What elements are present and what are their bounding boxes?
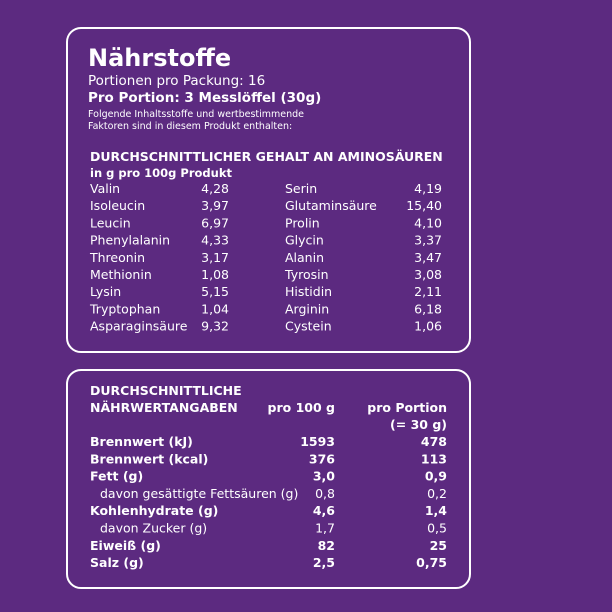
value-portion: 0,2: [427, 486, 447, 501]
title: Nährstoffe: [88, 44, 231, 72]
value-100g: 1593: [300, 434, 335, 449]
amino-value: 3,97: [201, 198, 229, 213]
section-title: NÄHRWERTANGABEN: [90, 400, 238, 415]
amino-value: 3,37: [414, 233, 442, 248]
value-100g: 3,0: [313, 469, 335, 484]
amino-value: 4,28: [201, 181, 229, 196]
amino-name: Alanin: [285, 250, 324, 265]
value-portion: 0,9: [425, 469, 447, 484]
note: Folgende Inhaltsstoffe und wertbestimmen…: [88, 109, 304, 120]
note: Faktoren sind in diesem Produkt enthalte…: [88, 121, 292, 132]
row-label: Brennwert (kcal): [90, 451, 208, 466]
section-subtitle: in g pro 100g Produkt: [90, 166, 232, 180]
amino-name: Histidin: [285, 284, 332, 299]
value-portion: 1,4: [425, 503, 447, 518]
amino-name: Cystein: [285, 319, 332, 334]
row-label: Kohlenhydrate (g): [90, 503, 218, 518]
amino-name: Leucin: [90, 215, 131, 230]
value-portion: 0,5: [427, 521, 447, 536]
amino-value: 3,17: [201, 250, 229, 265]
column-header: pro 100 g: [268, 400, 335, 415]
row-label: Fett (g): [90, 469, 143, 484]
row-label: Eiweiß (g): [90, 538, 161, 553]
amino-value: 5,15: [201, 284, 229, 299]
amino-name: Isoleucin: [90, 198, 145, 213]
panel: [66, 369, 471, 589]
amino-value: 6,18: [414, 301, 442, 316]
amino-name: Phenylalanin: [90, 233, 170, 248]
row-label: Salz (g): [90, 555, 144, 570]
amino-value: 6,97: [201, 215, 229, 230]
value-100g: 0,8: [315, 486, 335, 501]
amino-value: 3,47: [414, 250, 442, 265]
column-header: (= 30 g): [390, 417, 447, 432]
column-header: pro Portion: [367, 400, 447, 415]
value-100g: 376: [309, 451, 335, 466]
amino-value: 3,08: [414, 267, 442, 282]
amino-value: 1,04: [201, 301, 229, 316]
amino-value: 9,32: [201, 319, 229, 334]
value-100g: 1,7: [315, 521, 335, 536]
row-label: Brennwert (kJ): [90, 434, 193, 449]
amino-value: 1,06: [414, 319, 442, 334]
serving: Pro Portion: 3 Messlöffel (30g): [88, 90, 321, 106]
amino-value: 2,11: [414, 284, 442, 299]
amino-name: Tyrosin: [284, 267, 329, 282]
amino-name: Methionin: [90, 267, 152, 282]
amino-value: 15,40: [406, 198, 442, 213]
amino-value: 4,33: [201, 233, 229, 248]
amino-value: 4,19: [414, 181, 442, 196]
amino-name: Arginin: [285, 301, 329, 316]
panel: [66, 27, 471, 353]
value-100g: 2,5: [313, 555, 335, 570]
amino-name: Tryptophan: [89, 301, 160, 316]
amino-name: Threonin: [89, 250, 145, 265]
amino-name: Lysin: [90, 284, 121, 299]
amino-name: Valin: [90, 181, 120, 196]
value-portion: 113: [421, 451, 447, 466]
amino-name: Glutaminsäure: [285, 198, 377, 213]
row-label: davon Zucker (g): [100, 521, 207, 536]
section-title: DURCHSCHNITTLICHER GEHALT AN AMINOSÄUREN: [90, 149, 443, 164]
amino-value: 4,10: [414, 215, 442, 230]
value-100g: 4,6: [313, 503, 335, 518]
portions: Portionen pro Packung: 16: [88, 73, 265, 89]
amino-name: Glycin: [285, 233, 324, 248]
amino-value: 1,08: [201, 267, 229, 282]
value-100g: 82: [318, 538, 335, 553]
value-portion: 478: [421, 434, 447, 449]
section-title: DURCHSCHNITTLICHE: [90, 383, 242, 398]
row-label: davon gesättigte Fettsäuren (g): [100, 486, 298, 501]
amino-name: Serin: [285, 181, 317, 196]
value-portion: 25: [430, 538, 447, 553]
amino-name: Asparaginsäure: [90, 319, 188, 334]
amino-name: Prolin: [285, 215, 320, 230]
value-portion: 0,75: [416, 555, 447, 570]
